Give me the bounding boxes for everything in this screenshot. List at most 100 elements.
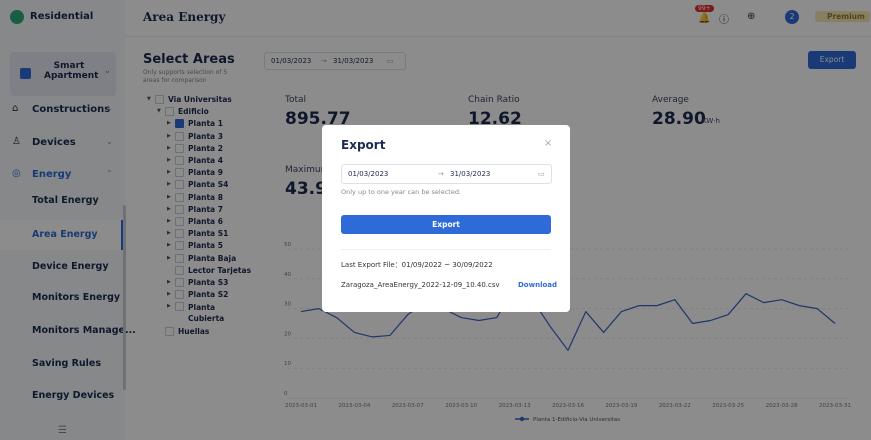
file-name: Zaragoza_AreaEnergy_2022-12-09_10.40.csv bbox=[341, 281, 500, 289]
bell[interactable]: 🔔 bbox=[698, 13, 711, 24]
tree-label[interactable]: Planta 9 bbox=[188, 168, 223, 178]
tree-label[interactable]: Lector Tarjetas bbox=[188, 265, 252, 275]
submenu-item[interactable]: Total Energy bbox=[32, 195, 99, 206]
stat-label: Total bbox=[285, 95, 307, 105]
last-export: Last Export File：01/09/2022 ~ 30/09/2022 bbox=[341, 261, 493, 269]
tree-checkbox[interactable] bbox=[175, 241, 184, 251]
avatar[interactable]: 2 bbox=[785, 10, 799, 24]
menu-item[interactable]: Energy bbox=[32, 169, 72, 180]
tree-checkbox[interactable] bbox=[175, 229, 184, 239]
menu-icon: ♙ bbox=[12, 136, 21, 147]
chevron: ⌄ bbox=[106, 104, 113, 113]
stat-label: Chain Ratio bbox=[468, 95, 520, 105]
download[interactable]: Download bbox=[518, 281, 558, 289]
tree-checkbox[interactable] bbox=[175, 302, 184, 312]
tree-label[interactable]: Planta 7 bbox=[188, 204, 223, 214]
y-tick-label: 30 bbox=[284, 302, 291, 308]
divider bbox=[341, 249, 551, 250]
tree-label[interactable]: Planta Baja bbox=[188, 253, 237, 263]
x-tick-label: 2023-03-10 bbox=[445, 403, 477, 409]
submenu-item[interactable]: Energy Devices bbox=[32, 390, 115, 401]
submenu-item[interactable]: Monitors Energy bbox=[32, 292, 121, 303]
tree-arrow: ▶ bbox=[167, 205, 171, 212]
modal-start: 01/03/2023 bbox=[348, 170, 389, 178]
modal-export[interactable]: Export bbox=[341, 215, 551, 234]
submenu-item[interactable]: Monitors Manage... bbox=[32, 325, 136, 336]
export-modal: Export × 01/03/2023 → 31/03/2023 ▭ Only … bbox=[322, 125, 570, 312]
tree-arrow: ▶ bbox=[167, 254, 171, 261]
tree-label[interactable]: Edificio bbox=[178, 107, 209, 117]
tree-checkbox[interactable] bbox=[175, 290, 184, 300]
tree-label[interactable]: Huellas bbox=[178, 326, 210, 336]
collapse[interactable]: ☰ bbox=[58, 425, 67, 436]
x-tick-label: 2023-03-28 bbox=[766, 403, 798, 409]
tree-label[interactable]: Planta 5 bbox=[188, 241, 223, 251]
tree-arrow: ▶ bbox=[167, 181, 171, 188]
tree-checkbox[interactable] bbox=[175, 278, 184, 287]
tree-label[interactable]: Planta Cubierta bbox=[188, 303, 225, 324]
chevron: ⌃ bbox=[106, 169, 113, 178]
tree-arrow: ▶ bbox=[167, 242, 171, 249]
tree-checkbox[interactable] bbox=[175, 156, 184, 165]
menu-item[interactable]: Devices bbox=[32, 137, 76, 148]
sidebar: Residential Smart Apartment ⌄ ☰ ⌂ Constru… bbox=[0, 0, 136, 440]
tree-checkbox[interactable] bbox=[175, 143, 184, 153]
tree-arrow: ▶ bbox=[167, 218, 171, 224]
tree-checkbox[interactable] bbox=[175, 265, 184, 275]
date-start: 01/03/2023 bbox=[271, 57, 312, 65]
modal-date[interactable]: 01/03/2023 → 31/03/2023 ▭ bbox=[341, 164, 552, 184]
help[interactable]: ⓘ bbox=[719, 15, 729, 26]
legend-label: Planta 1-Edificio-Via Universitas bbox=[533, 417, 620, 423]
x-tick-label: 2023-03-22 bbox=[659, 403, 691, 409]
areas-hint: Only supports selection of 5 areas for c… bbox=[143, 69, 228, 84]
y-tick-label: 0 bbox=[284, 391, 288, 397]
tree-label[interactable]: Planta 6 bbox=[188, 217, 223, 226]
tree-label[interactable]: Planta S1 bbox=[188, 229, 229, 239]
language[interactable]: ⊕ bbox=[747, 11, 756, 22]
tree-checkbox[interactable] bbox=[175, 204, 184, 214]
tree-label[interactable]: Planta S2 bbox=[188, 290, 229, 300]
chevron: ⌄ bbox=[106, 137, 113, 146]
tree-label[interactable]: Planta 8 bbox=[188, 192, 223, 202]
tree-checkbox[interactable] bbox=[155, 95, 164, 104]
close[interactable]: × bbox=[544, 138, 553, 149]
modal-title: Export bbox=[341, 138, 386, 152]
selector[interactable]: Smart Apartment ⌄ bbox=[10, 52, 116, 96]
tree-checkbox[interactable] bbox=[175, 192, 184, 202]
x-tick-label: 2023-03-19 bbox=[605, 403, 637, 409]
x-tick-label: 2023-03-07 bbox=[392, 403, 424, 409]
tree-checkbox[interactable] bbox=[165, 107, 174, 117]
export-button[interactable]: Export bbox=[808, 51, 856, 69]
tree-label[interactable]: Planta 2 bbox=[188, 143, 223, 153]
arrow: → bbox=[321, 57, 327, 65]
tree-label[interactable]: Planta S3 bbox=[188, 278, 229, 287]
tree-label[interactable]: Planta 1 bbox=[188, 119, 223, 129]
premium[interactable]: Premium bbox=[815, 11, 870, 22]
y-tick-label: 50 bbox=[284, 242, 291, 248]
menu-item[interactable]: Constructions bbox=[32, 104, 111, 115]
submenu-item[interactable]: Device Energy bbox=[32, 261, 109, 272]
y-tick-label: 10 bbox=[284, 361, 291, 367]
calendar: ▭ bbox=[387, 57, 394, 65]
tree-checkbox[interactable] bbox=[175, 131, 184, 141]
tree-label[interactable]: Via Universitas bbox=[168, 95, 232, 104]
tree-label[interactable]: Planta S4 bbox=[188, 180, 229, 190]
page-title: Area Energy bbox=[143, 10, 226, 24]
tree-arrow: ▶ bbox=[167, 303, 171, 310]
menu-icon: ⌂ bbox=[12, 103, 19, 114]
tree-label[interactable]: Planta 4 bbox=[188, 156, 223, 165]
tree-label[interactable]: Planta 3 bbox=[188, 131, 223, 141]
tree-checkbox[interactable] bbox=[175, 253, 184, 263]
date-range[interactable]: 01/03/2023 → 31/03/2023 ▭ bbox=[264, 52, 406, 70]
selector-icon bbox=[20, 68, 31, 79]
tree-checkbox[interactable] bbox=[175, 119, 184, 129]
tree-checkbox[interactable] bbox=[175, 168, 184, 178]
stat-value: 895.77 bbox=[285, 109, 351, 129]
tree-checkbox[interactable] bbox=[175, 180, 184, 190]
submenu-item[interactable]: Saving Rules bbox=[32, 358, 102, 369]
submenu-item[interactable]: Area Energy bbox=[0, 220, 124, 250]
tree-checkbox[interactable] bbox=[175, 217, 184, 226]
header: Area Energy 🔔 99+ ⓘ ⊕ 2 Premium bbox=[125, 0, 871, 37]
tree-checkbox[interactable] bbox=[165, 326, 174, 336]
x-tick-label: 2023-03-25 bbox=[712, 403, 744, 409]
